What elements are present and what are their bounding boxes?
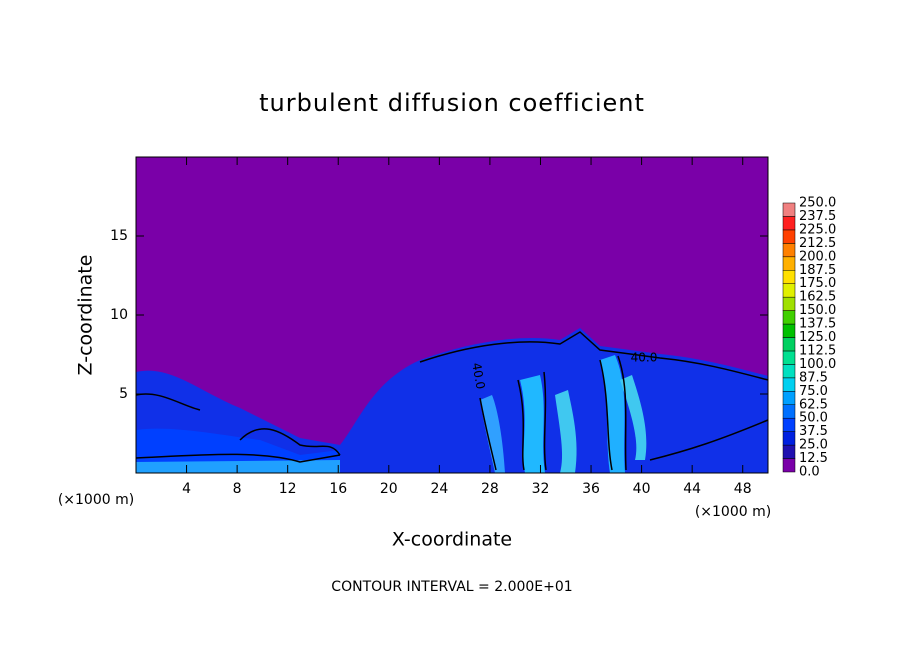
plume — [480, 395, 505, 473]
y-axis-label: Z-coordinate — [75, 255, 97, 376]
x-tick-label: 12 — [279, 481, 297, 497]
colorbar-bin — [782, 243, 796, 258]
y-tick-label: 5 — [119, 386, 128, 402]
colorbar-label: 25.0 — [799, 438, 828, 453]
colorbar-bin — [782, 310, 796, 325]
colorbar-label: 187.5 — [799, 263, 836, 278]
x-tick-label: 36 — [582, 481, 600, 497]
chart-title: turbulent diffusion coefficient — [259, 89, 645, 117]
colorbar-label: 250.0 — [799, 196, 836, 211]
colorbar-label: 100.0 — [799, 357, 836, 372]
plume — [600, 355, 625, 473]
colorbar-bin — [782, 323, 796, 338]
x-tick-label: 32 — [532, 481, 550, 497]
colorbar-label: 200.0 — [799, 249, 836, 264]
plume — [520, 375, 545, 473]
x-unit: (×1000 m) — [695, 504, 771, 520]
x-unit: (×1000 m) — [58, 492, 134, 508]
colorbar-label: 225.0 — [799, 222, 836, 237]
x-tick-label: 48 — [734, 481, 752, 497]
colorbar-bin — [782, 458, 796, 473]
x-tick-label: 20 — [380, 481, 398, 497]
colorbar-bin — [782, 377, 796, 392]
colorbar-bin — [782, 337, 796, 352]
colorbar-label: 62.5 — [799, 397, 828, 412]
plume — [620, 375, 647, 460]
colorbar-label: 237.5 — [799, 209, 836, 224]
colorbar-bin — [782, 444, 796, 459]
contour-label: 40.0 — [469, 362, 487, 391]
contour-lines — [135, 331, 769, 471]
colorbar-label: 212.5 — [799, 236, 836, 251]
colorbar-label: 12.5 — [799, 451, 828, 466]
colorbar-bin — [782, 202, 796, 217]
colorbar-label: 175.0 — [799, 276, 836, 291]
colorbar-label: 0.0 — [799, 465, 820, 480]
colorbar-bin — [782, 229, 796, 244]
x-tick-label: 40 — [633, 481, 651, 497]
colorbar-label: 50.0 — [799, 411, 828, 426]
colorbar-label: 150.0 — [799, 303, 836, 318]
x-tick-label: 28 — [481, 481, 499, 497]
x-axis-label: X-coordinate — [392, 529, 512, 551]
colorbar-label: 112.5 — [799, 343, 836, 358]
colorbar-label: 125.0 — [799, 330, 836, 345]
x-tick-label: 16 — [329, 481, 347, 497]
x-tick-label: 8 — [233, 481, 242, 497]
colorbar-bin — [782, 270, 796, 284]
colorbar-bin — [782, 283, 796, 298]
colorbar-bin — [782, 417, 796, 432]
field: 40.0 40.0 — [135, 157, 769, 473]
colorbar-bin — [782, 391, 796, 405]
colorbar-label: 75.0 — [799, 384, 828, 399]
x-tick-label: 24 — [430, 481, 448, 497]
contour-label: 40.0 — [631, 351, 658, 365]
colorbar-label: 87.5 — [799, 370, 828, 385]
colorbar-bin — [782, 256, 796, 271]
colorbar-bin — [782, 216, 796, 231]
colorbar-bin — [782, 364, 796, 379]
colorbar-label: 137.5 — [799, 317, 836, 332]
surface-layer — [136, 460, 340, 473]
x-tick-label: 44 — [683, 481, 701, 497]
plume — [555, 390, 577, 473]
colorbar-label: 162.5 — [799, 290, 836, 305]
colorbar-bin — [782, 296, 796, 311]
colorbar-bin — [782, 350, 796, 365]
colorbar-bin — [782, 431, 796, 446]
footnote: CONTOUR INTERVAL = 2.000E+01 — [331, 579, 572, 595]
colorbar-label: 37.5 — [799, 424, 828, 439]
y-tick-label: 15 — [110, 228, 128, 244]
y-tick-label: 10 — [110, 307, 128, 323]
x-tick-label: 4 — [182, 481, 191, 497]
colorbar-bin — [782, 404, 796, 419]
